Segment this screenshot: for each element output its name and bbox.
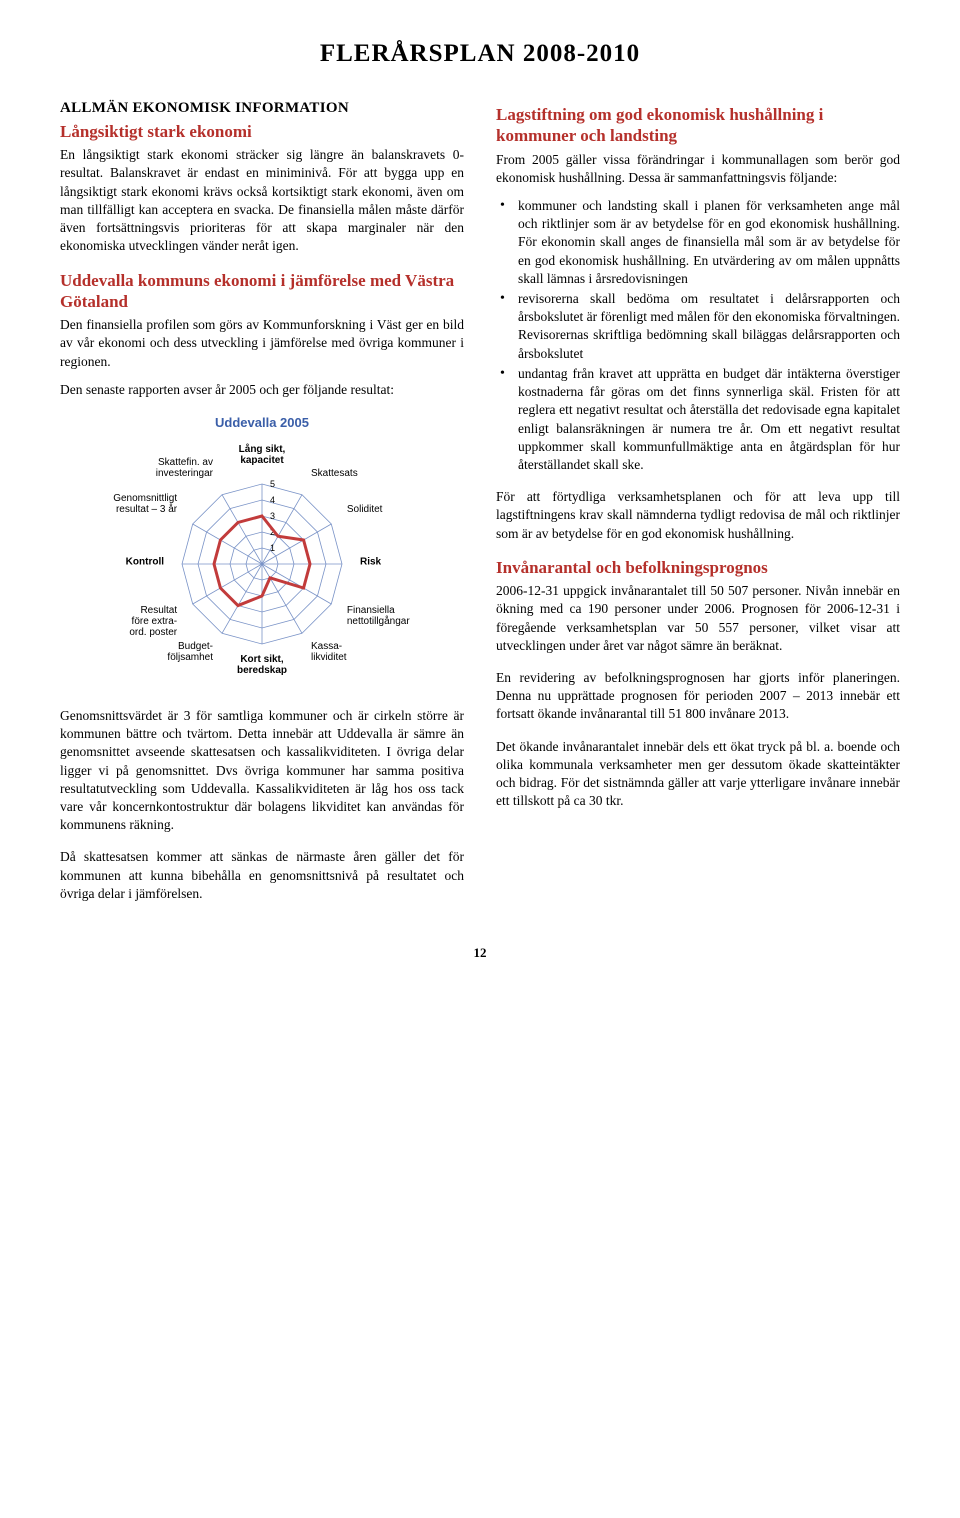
paragraph: Då skattesatsen kommer att sänkas de när… (60, 848, 464, 903)
svg-text:beredskap: beredskap (237, 665, 287, 676)
svg-text:Skattesats: Skattesats (311, 468, 358, 479)
svg-text:4: 4 (270, 495, 275, 505)
svg-text:Finansiella: Finansiella (347, 605, 395, 616)
svg-text:kapacitet: kapacitet (240, 455, 284, 466)
page-number: 12 (60, 945, 900, 961)
heading-lagstiftning: Lagstiftning om god ekonomisk hushållnin… (496, 104, 900, 147)
heading-befolkning: Invånarantal och befolkningsprognos (496, 557, 900, 578)
list-item: undantag från kravet att upprätta en bud… (496, 365, 900, 474)
heading-jamforelse: Uddevalla kommuns ekonomi i jämförelse m… (60, 270, 464, 313)
svg-text:Soliditet: Soliditet (347, 504, 383, 515)
svg-text:investeringar: investeringar (156, 468, 214, 479)
svg-text:Budget-: Budget- (178, 641, 213, 652)
list-item: kommuner och landsting skall i planen fö… (496, 197, 900, 288)
svg-text:före extra-: före extra- (132, 616, 178, 627)
svg-text:Kontroll: Kontroll (126, 556, 165, 567)
paragraph: En revidering av befolkningsprognosen ha… (496, 669, 900, 724)
svg-text:ord. poster: ord. poster (129, 627, 177, 638)
svg-text:Risk: Risk (360, 556, 382, 567)
list-item: revisorerna skall bedöma om resultatet i… (496, 290, 900, 363)
svg-text:nettotillgångar: nettotillgångar (347, 615, 410, 627)
svg-text:1: 1 (270, 543, 275, 553)
svg-text:resultat – 3 år: resultat – 3 år (116, 503, 178, 515)
svg-text:Resultat: Resultat (140, 605, 177, 616)
paragraph: Det ökande invånarantalet innebär dels e… (496, 738, 900, 811)
paragraph: From 2005 gäller vissa förändringar i ko… (496, 151, 900, 187)
paragraph: En långsiktigt stark ekonomi sträcker si… (60, 146, 464, 255)
svg-text:Uddevalla 2005: Uddevalla 2005 (215, 415, 309, 430)
right-column: Lagstiftning om god ekonomisk hushållnin… (496, 100, 900, 917)
svg-text:Skattefin. av: Skattefin. av (158, 457, 213, 468)
radar-chart: Uddevalla 2005 12345Lång sikt,kapacitetS… (60, 409, 464, 689)
svg-text:Genomsnittligt: Genomsnittligt (113, 493, 177, 504)
heading-langsiktig: Långsiktigt stark ekonomi (60, 121, 464, 142)
two-column-layout: ALLMÄN EKONOMISK INFORMATION Långsiktigt… (60, 100, 900, 917)
page-title: FLERÅRSPLAN 2008-2010 (60, 40, 900, 68)
paragraph: För att förtydliga verksamhetsplanen och… (496, 488, 900, 543)
left-column: ALLMÄN EKONOMISK INFORMATION Långsiktigt… (60, 100, 464, 917)
radar-svg: Uddevalla 2005 12345Lång sikt,kapacitetS… (87, 409, 437, 689)
paragraph: Den senaste rapporten avser år 2005 och … (60, 381, 464, 399)
paragraph: Den finansiella profilen som görs av Kom… (60, 316, 464, 371)
bullet-list: kommuner och landsting skall i planen fö… (496, 197, 900, 474)
paragraph: Genomsnittsvärdet är 3 för samtliga komm… (60, 707, 464, 835)
svg-text:5: 5 (270, 479, 275, 489)
svg-text:Kort sikt,: Kort sikt, (240, 654, 284, 665)
svg-text:likviditet: likviditet (311, 652, 347, 663)
paragraph: 2006-12-31 uppgick invånarantalet till 5… (496, 582, 900, 655)
section-title: ALLMÄN EKONOMISK INFORMATION (60, 100, 464, 117)
svg-text:Lång sikt,: Lång sikt, (239, 443, 286, 455)
svg-text:3: 3 (270, 511, 275, 521)
svg-text:Kassa-: Kassa- (311, 641, 342, 652)
svg-text:följsamhet: följsamhet (167, 652, 213, 663)
